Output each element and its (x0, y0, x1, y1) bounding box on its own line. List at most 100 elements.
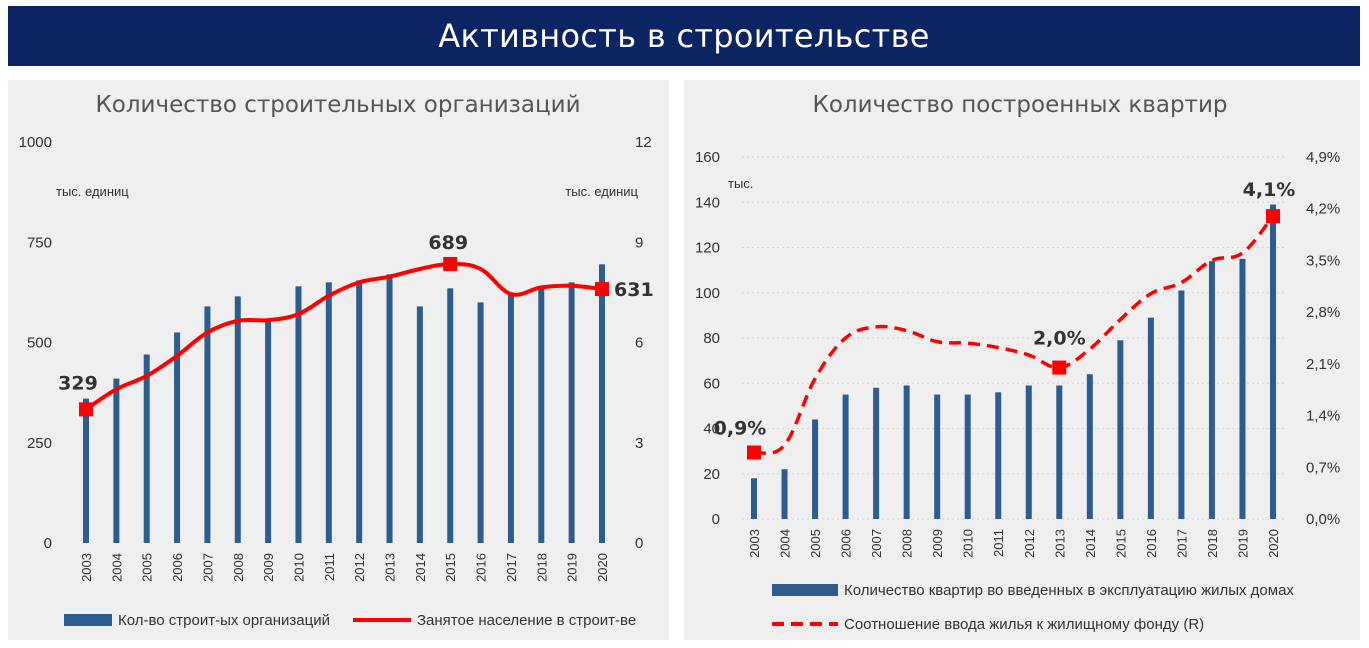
x-tick-label: 2019 (565, 553, 580, 582)
bar (599, 264, 605, 543)
x-tick-label: 2013 (1052, 529, 1067, 558)
x-tick-label: 2003 (79, 553, 94, 582)
y2-tick-label: 2,1% (1306, 356, 1340, 373)
bar (568, 282, 575, 543)
marker (79, 402, 93, 417)
bar (113, 378, 120, 543)
x-tick-label: 2009 (261, 553, 276, 582)
legend-label: Занятое население в строит-ве (417, 612, 636, 629)
page-title: Активность в строительстве (438, 17, 930, 55)
bar (386, 274, 393, 543)
bar (934, 394, 941, 519)
data-label: 631 (614, 279, 654, 301)
legend-label: Количество квартир во введенных в эксплу… (844, 582, 1294, 599)
x-tick-label: 2019 (1235, 529, 1250, 558)
x-tick-label: 2009 (930, 529, 945, 558)
y-tick-label: 60 (703, 375, 720, 392)
x-tick-label: 2010 (291, 553, 306, 582)
marker (747, 445, 761, 460)
bar (812, 419, 819, 519)
page-header: Активность в строительстве (8, 6, 1360, 66)
y-tick-label: 160 (695, 149, 720, 166)
y-tick-label: 750 (27, 234, 52, 251)
y2-tick-label: 0,0% (1306, 511, 1340, 528)
bar (356, 280, 363, 543)
x-tick-label: 2008 (231, 553, 246, 582)
y2-tick-label: 4,9% (1306, 149, 1340, 166)
x-tick-label: 2011 (322, 553, 337, 581)
x-tick-label: 2007 (200, 553, 215, 582)
y2-tick-label: 6 (635, 335, 643, 352)
apartments-chart: Количество построенных квартир 160 140 120 1… (695, 92, 1340, 633)
marker (1266, 209, 1280, 224)
x-tick-label: 2006 (839, 529, 854, 558)
data-label: 2,0% (1033, 328, 1086, 350)
x-tick-label: 2005 (808, 529, 823, 558)
x-tick-label: 2010 (961, 529, 976, 558)
bar (416, 306, 423, 543)
bar (174, 332, 181, 543)
bar (1086, 374, 1093, 519)
bar (447, 288, 454, 543)
chart-title: Количество строительных организаций (95, 92, 580, 118)
data-label: 0,9% (714, 418, 767, 440)
marker (443, 256, 458, 271)
x-tick-label: 2004 (778, 529, 793, 558)
bar (295, 286, 302, 543)
y2-tick-label: 9 (635, 234, 643, 251)
y2-tick-label: 3,5% (1306, 252, 1340, 269)
bar (204, 306, 211, 543)
chart-title: Количество построенных квартир (813, 92, 1228, 118)
y-unit-label: тыс. (728, 176, 753, 191)
x-tick-label: 2016 (474, 553, 489, 582)
x-tick-label: 2017 (1174, 529, 1189, 558)
y2-tick-label: 0 (635, 535, 643, 552)
line-series (84, 261, 603, 412)
y-tick-label: 1000 (19, 134, 52, 151)
y2-unit-label: тыс. единиц (565, 184, 638, 199)
y-tick-label: 250 (27, 435, 52, 452)
x-tick-label: 2020 (1266, 529, 1281, 558)
bar (477, 302, 484, 543)
bar (781, 469, 788, 519)
bar (83, 398, 89, 543)
x-tick-label: 2006 (170, 553, 185, 582)
bar (1239, 258, 1246, 519)
bar (842, 394, 849, 519)
data-label: 4,1% (1243, 179, 1296, 201)
x-tick-label: 2020 (595, 553, 610, 582)
chart-panel-apartments: Количество построенных квартир 160 140 120 1… (684, 80, 1360, 640)
y2-tick-label: 0,7% (1306, 459, 1340, 476)
marker (595, 282, 609, 297)
bar (903, 385, 910, 519)
y2-tick-label: 12 (635, 134, 652, 151)
legend-bar-swatch (64, 614, 112, 626)
line-series (753, 214, 1275, 456)
bar (995, 392, 1002, 519)
legend-label: Соотношение ввода жилья к жилищному фонд… (844, 616, 1204, 633)
x-tick-label: 2007 (869, 529, 884, 558)
y2-tick-label: 3 (635, 435, 643, 452)
x-tick-label: 2018 (1205, 529, 1220, 558)
bar (873, 387, 880, 519)
x-tick-label: 2015 (443, 553, 458, 582)
bar (1117, 340, 1124, 519)
y2-tick-label: 2,8% (1306, 304, 1340, 321)
bar (1147, 317, 1154, 519)
bar (1025, 385, 1032, 519)
bar (143, 354, 150, 543)
x-tick-label: 2004 (109, 553, 124, 582)
x-tick-label: 2018 (534, 553, 549, 582)
y-unit-label: тыс. единиц (56, 184, 129, 199)
bar (234, 296, 241, 543)
y-tick-label: 0 (712, 511, 720, 528)
x-tick-label: 2016 (1144, 529, 1159, 558)
x-tick-label: 2015 (1113, 529, 1128, 558)
x-tick-label: 2014 (413, 553, 428, 582)
y2-tick-label: 4,2% (1306, 201, 1340, 218)
y-tick-label: 120 (695, 240, 720, 257)
y-tick-label: 80 (703, 330, 720, 347)
y-tick-label: 40 (703, 421, 720, 438)
y-tick-label: 500 (27, 335, 52, 352)
bar (1270, 204, 1276, 519)
